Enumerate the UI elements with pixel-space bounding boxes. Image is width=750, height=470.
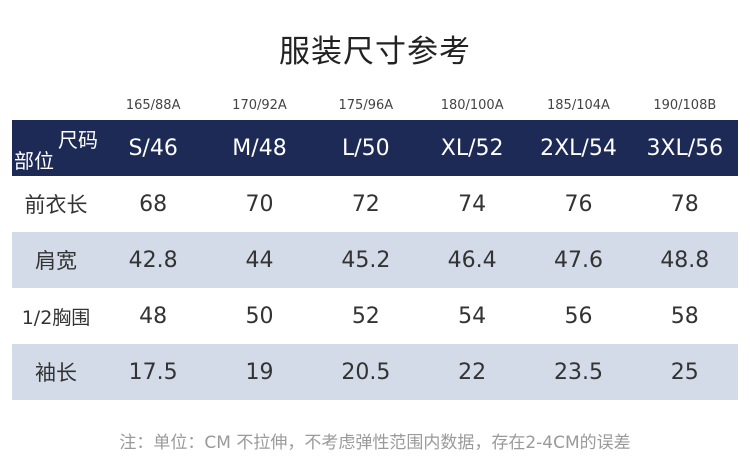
- table-cell: 56: [564, 303, 593, 329]
- table-cell: 72: [351, 191, 380, 217]
- body-code: 170/92A: [232, 98, 287, 113]
- table-cell: 44: [245, 247, 274, 273]
- body-code-row: 165/88A 170/92A 175/96A 180/100A 185/104…: [12, 98, 738, 116]
- size-header: S/46: [128, 135, 178, 161]
- row-label: 肩宽: [35, 249, 77, 273]
- size-header: 2XL/54: [540, 135, 617, 161]
- table-cell: 19: [245, 359, 274, 385]
- table-corner-header: 尺码 部位: [12, 120, 100, 176]
- table-cell: 50: [245, 303, 274, 329]
- table-cell: 68: [139, 191, 168, 217]
- size-header: M/48: [232, 135, 287, 161]
- size-header-row: 尺码 部位 S/46 M/48 L/50 XL/52 2XL/54 3XL/56: [12, 120, 738, 176]
- size-header: L/50: [341, 135, 390, 161]
- table-cell: 76: [564, 191, 593, 217]
- page-title: 服装尺寸参考: [279, 34, 471, 70]
- table-cell: 47.6: [553, 247, 603, 273]
- body-code-spacer: [12, 98, 100, 116]
- table-cell: 22: [458, 359, 487, 385]
- table-cell: 70: [245, 191, 274, 217]
- table-cell: 48: [139, 303, 168, 329]
- size-header: XL/52: [440, 135, 504, 161]
- body-code: 165/88A: [125, 98, 181, 113]
- row-label: 袖长: [35, 361, 77, 385]
- table-cell: 74: [458, 191, 487, 217]
- table-row-sleeve-length: 袖长 17.5 19 20.5 22 23.5 25: [12, 344, 738, 400]
- body-code: 175/96A: [338, 98, 394, 113]
- corner-part-label: 部位: [14, 149, 54, 173]
- table-cell: 23.5: [553, 359, 603, 385]
- table-cell: 17.5: [128, 359, 178, 385]
- table-cell: 54: [458, 303, 487, 329]
- row-label: 前衣长: [24, 193, 88, 217]
- table-row-front-length: 前衣长 68 70 72 74 76 78: [12, 176, 738, 232]
- body-code: 185/104A: [547, 98, 610, 113]
- size-header: 3XL/56: [646, 135, 724, 161]
- body-code: 180/100A: [440, 98, 504, 113]
- table-row-half-chest: 1/2胸围 48 50 52 54 56 58: [12, 288, 738, 344]
- body-code: 190/108B: [653, 98, 717, 113]
- table-cell: 78: [670, 191, 699, 217]
- table-cell: 48.8: [660, 247, 710, 273]
- table-cell: 45.2: [341, 247, 391, 273]
- table-cell: 46.4: [447, 247, 497, 273]
- table-cell: 52: [351, 303, 380, 329]
- table-cell: 58: [670, 303, 699, 329]
- table-cell: 20.5: [341, 359, 391, 385]
- size-table: 尺码 部位 S/46 M/48 L/50 XL/52 2XL/54 3XL/56…: [12, 120, 738, 400]
- corner-size-label: 尺码: [58, 128, 98, 152]
- table-cell: 25: [670, 359, 699, 385]
- table-cell: 42.8: [128, 247, 178, 273]
- row-label: 1/2胸围: [21, 306, 91, 329]
- footnote: 注：单位：CM 不拉伸，不考虑弹性范围内数据，存在2-4CM的误差: [119, 433, 631, 453]
- table-row-shoulder-width: 肩宽 42.8 44 45.2 46.4 47.6 48.8: [12, 232, 738, 288]
